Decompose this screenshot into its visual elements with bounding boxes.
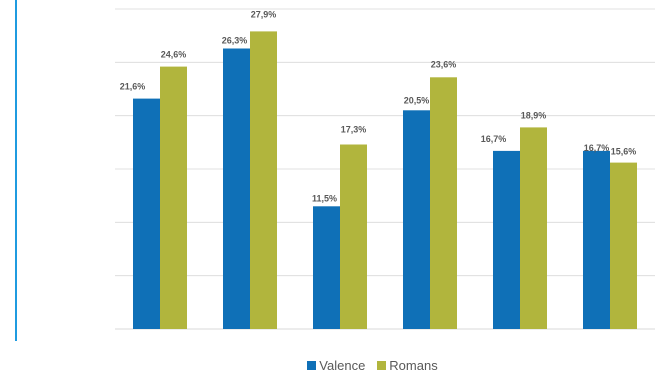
data-label-romans-1: 24,6% (161, 50, 187, 60)
data-label-romans-6: 15,6% (611, 147, 637, 157)
bar-romans-4[interactable] (430, 77, 457, 329)
bar-romans-6[interactable] (610, 162, 637, 329)
data-label-valence-4: 20,5% (404, 95, 430, 105)
data-label-romans-2: 27,9% (251, 9, 277, 19)
legend-swatch-romans (377, 360, 387, 370)
bar-valence-5[interactable] (493, 150, 520, 329)
bar-valence-4[interactable] (403, 110, 430, 329)
bar-romans-3[interactable] (340, 144, 367, 330)
gridlines (115, 8, 655, 330)
bar-valence-6[interactable] (583, 150, 610, 329)
bar-romans-5[interactable] (520, 127, 547, 330)
legend-item-valence[interactable]: Valence (307, 358, 365, 373)
bar-valence-2[interactable] (223, 48, 250, 330)
bar-valence-1[interactable] (133, 98, 160, 329)
data-label-valence-6: 16,7% (584, 143, 610, 153)
data-label-valence-1: 21,6% (120, 82, 146, 92)
bars (133, 31, 637, 330)
data-label-romans-5: 18,9% (521, 110, 547, 120)
accent-rule (15, 0, 17, 341)
legend-label-valence: Valence (319, 357, 366, 373)
legend-swatch-valence (307, 360, 317, 370)
data-labels: 21,6% 26,3% 11,5% 20,5% 16,7% 16,7% 24,6% 27,9%… (120, 9, 637, 203)
legend: Valence Romans (42, 356, 661, 374)
legend-item-romans[interactable]: Romans (377, 357, 438, 373)
bar-romans-1[interactable] (160, 66, 187, 329)
bar-valence-3[interactable] (313, 206, 340, 329)
data-label-valence-2: 26,3% (222, 36, 248, 46)
data-label-valence-5: 16,7% (481, 134, 507, 144)
data-label-romans-4: 23,6% (431, 59, 457, 69)
legend-label-romans: Romans (389, 357, 438, 373)
data-label-romans-3: 17,3% (341, 125, 367, 135)
data-label-valence-3: 11,5% (312, 193, 337, 203)
bar-romans-2[interactable] (250, 31, 277, 330)
